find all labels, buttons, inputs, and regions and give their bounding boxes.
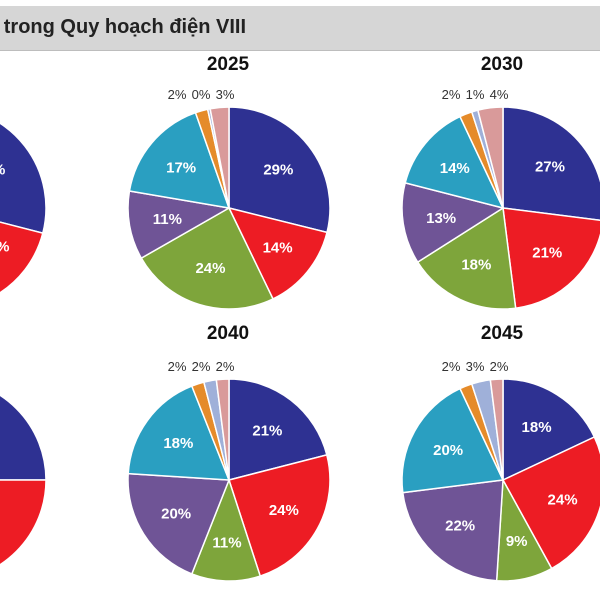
pie-slice-teal [401,387,505,494]
slice-label: 21% [532,244,562,261]
slice-label: 3% [466,359,485,374]
pie-slice-navy [228,106,331,234]
slice-label: 14% [440,160,470,177]
slice-label: 21% [252,423,282,440]
slice-label: 9% [506,533,528,550]
pie-slice-purple [127,472,231,575]
pie-slice-pink [489,378,504,481]
pie-2045: 18% 24% 9% 22% 20% 2% 3% 2% [401,359,600,582]
pie-slice-pink [215,378,230,481]
slice-label: 24% [195,260,225,277]
slice-label: 14% [263,239,293,256]
pie-slice-green [190,477,262,582]
pie-slice-red [227,206,328,300]
pie-slice-navy [0,394,47,481]
slice-label: 24% [548,491,578,508]
slice-label: 2% [168,359,187,374]
slice-label: 22% [445,518,475,535]
pie-2030: 27% 21% 18% 13% 14% 2% 1% 4% [401,87,600,310]
year-label-2025: 2025 [206,54,250,75]
pie-slice-navy [502,106,600,222]
slice-label: 20% [433,442,463,459]
chart-title: n trong Quy hoạch điện VIII [0,16,247,38]
slice-label: 2% [490,359,509,374]
slice-label: 18% [461,257,491,274]
pie-slice-purple [401,181,505,264]
slice-label: 13% [426,210,456,227]
pie-partial-5: % [0,394,47,566]
pie-2025: 29% 14% 24% 11% 17% 2% 0% 3% [127,87,331,310]
slice-label: 27% [535,159,565,176]
slice-label: 1% [466,87,485,102]
pie-slice-red [502,207,600,310]
slice-label: 2% [216,359,235,374]
slice-label: 2% [192,359,211,374]
pie-slice-purple [127,190,232,260]
year-label-2040: 2040 [206,323,250,344]
pie-slice-navy [228,378,328,481]
pie-slice-teal [127,385,231,481]
title-bar: n trong Quy hoạch điện VIII [0,6,600,51]
pie-slice-pink [476,106,504,209]
pie-slice-navy [502,378,596,482]
pie-slice-navy [0,122,47,235]
slice-label: 11% [153,211,182,228]
slice-label: 2% [442,359,461,374]
slice-label: 3% [216,87,235,102]
pie-slice-purple [401,479,504,582]
pie-partial-4: 9% 13% [0,122,47,294]
slice-label: 18% [163,435,193,452]
pie-2040: 21% 24% 11% 20% 18% 2% 2% 2% [127,359,331,582]
slice-label: 2% [442,87,461,102]
slice-label: 0% [192,87,211,102]
pie-slice-green [416,206,517,310]
pie-slice-red [0,479,47,566]
slice-label: 2% [168,87,187,102]
slice-label: 20% [161,506,191,523]
pie-slice-red [0,221,44,294]
pie-slice-pink [209,106,230,209]
slice-label: 9% [0,162,5,179]
year-label-2045: 2045 [480,323,524,344]
slice-label: 24% [269,502,299,519]
slice-label: 29% [263,161,293,178]
year-label-2030: 2030 [480,54,524,75]
slice-label: 11% [212,535,241,552]
pie-slice-teal [404,115,505,210]
slice-label: 4% [490,87,509,102]
pie-slice-teal [128,111,231,209]
slice-label: 17% [166,160,196,177]
pie-slice-red [228,453,331,578]
slice-label: 18% [522,419,552,436]
pie-slice-green [140,206,274,310]
slice-label: 13% [0,238,9,255]
